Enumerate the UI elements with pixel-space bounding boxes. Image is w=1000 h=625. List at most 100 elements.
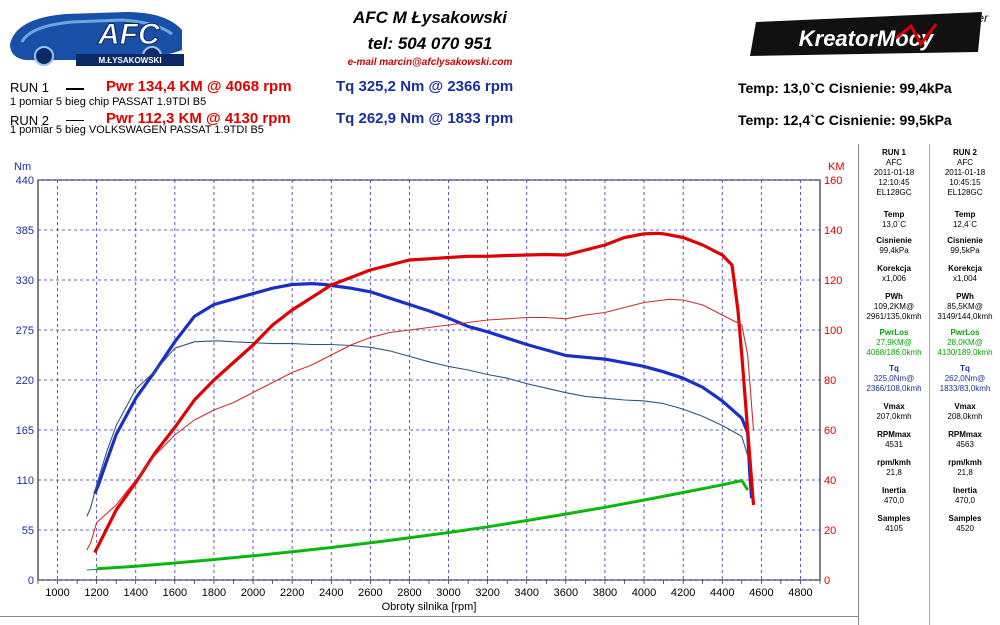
detail-tq: 325,0Nm@ [873,374,915,383]
x-tick-label: 3800 [593,587,617,599]
x-tick-label: 2600 [358,587,382,599]
company-phone: tel: 504 070 951 [367,34,493,53]
detail-temp-label: Temp [954,210,976,219]
detail-vmax-label: Vmax [954,402,976,411]
y-right-tick-label: 120 [824,275,842,287]
loss-run1-line [96,479,749,571]
run1-conditions: Temp: 13,0`C Cisnienie: 99,4kPa [738,80,952,96]
run2-conditions: Temp: 12,4`C Cisnienie: 99,5kPa [738,112,952,128]
x-tick-label: 1600 [163,587,187,599]
y-right-tick-label: 40 [824,475,836,487]
logo-subtext: M.ŁYSAKOWSKI [98,56,161,65]
torque-run1-line [93,282,754,499]
y-left-tick-label: 110 [16,475,34,487]
logo-text: AFC [97,18,161,51]
run2-pwr: Pwr 112,3 KM @ 4130 rpm [106,110,291,127]
detail-rpmmax: 4531 [885,440,903,449]
detail-rpmmax-label: RPMmax [877,430,911,439]
y-left-tick-label: 220 [16,375,34,387]
detail-operator: AFC [886,158,902,167]
bottom-rule [0,616,858,617]
power-run2-line [86,298,755,551]
y-left-tick-label: 275 [16,325,34,337]
y-left-tick-label: 330 [16,275,34,287]
detail-tq-label: Tq [960,364,970,373]
detail-pwrlos-at: 4130/189,0kmh [937,348,993,357]
y-axis-label-left: Nm [14,161,31,173]
company-name: AFC M Łysakowski [353,8,507,27]
x-tick-label: 4200 [671,587,695,599]
detail-rpmkmh: 21,8 [886,468,902,477]
run2-desc: 1 pomiar 5 bieg VOLKSWAGEN PASSAT 1.9TDI… [10,124,264,136]
detail-cisn-label: Cisnienie [876,236,912,245]
y-left-tick-label: 0 [28,575,34,587]
detail-run: RUN 2 [952,148,977,157]
run1-desc: 1 pomiar 5 bieg chip PASSAT 1.9TDI B5 [10,96,207,108]
detail-rpmkmh-label: rpm/kmh [948,458,982,467]
x-tick-label: 3400 [515,587,539,599]
x-tick-label: 3200 [475,587,499,599]
x-tick-label: 2200 [280,587,304,599]
detail-kor: x1,004 [952,274,978,283]
loss-run2-line [86,480,749,571]
detail-inertia: 470,0 [883,496,905,505]
detail-pwrlos: 28,0KM@ [947,338,983,347]
detail-inertia-label: Inertia [952,486,977,495]
detail-vmax: 207,0kmh [876,412,912,421]
afc-logo: AFC M.ŁYSAKOWSKI [6,4,190,70]
detail-date: 2011-01-18 [873,168,915,177]
y-left-tick-label: 385 [16,225,34,237]
detail-pwh-label: PWh [885,292,903,301]
detail-pwrlos-label: PwrLos [950,328,980,337]
x-tick-label: 4800 [788,587,812,599]
company-email: e-mail marcin@afclysakowski.com [347,57,513,68]
detail-cisn: 99,4kPa [879,246,909,255]
x-tick-label: 4000 [632,587,656,599]
y-axis-label-right: KM [828,161,845,173]
y-right-tick-label: 140 [824,225,842,237]
partner-logo: KreatorMocy partner [746,8,992,58]
dyno-chart: 1000 1200 1400 1600 1800 2000 2200 2400 2600 2800… [14,161,845,613]
detail-temp: 13,0`C [881,220,906,229]
y-left-tick-label: 165 [16,425,34,437]
detail-temp: 12,4`C [952,220,977,229]
x-tick-label: 3000 [436,587,460,599]
y-left-tick-label: 440 [16,175,34,187]
detail-tq-at: 2366/108,0kmh [866,384,922,393]
x-tick-label: 1400 [124,587,148,599]
run2-details: RUN 2 AFC 2011-01-18 10:45:15 EL128GC Te… [930,144,1000,625]
partner-label: partner [949,11,989,25]
detail-tq-at: 1833/83,0kmh [939,384,991,393]
run1-pwr: Pwr 134,4 KM @ 4068 rpm [106,78,292,95]
x-tick-label: 4600 [749,587,773,599]
detail-inertia-label: Inertia [881,486,906,495]
detail-cisn: 99,5kPa [950,246,980,255]
detail-pwrlos-at: 4068/186,0kmh [866,348,922,357]
detail-samples-label: Samples [948,514,982,523]
y-right-tick-label: 60 [824,425,836,437]
detail-vmax-label: Vmax [883,402,905,411]
x-tick-label: 2400 [319,587,343,599]
x-tick-label: 2000 [241,587,265,599]
detail-time: 10:45:15 [949,178,981,187]
run2-label: RUN 2 [10,113,50,128]
x-tick-label: 4400 [710,587,734,599]
detail-rpmmax-label: RPMmax [948,430,982,439]
detail-kor-label: Korekcja [877,264,911,273]
detail-pwh-at: 3149/144,0kmh [937,312,993,321]
detail-cisn-label: Cisnienie [947,236,983,245]
detail-date: 2011-01-18 [944,168,986,177]
detail-samples-label: Samples [877,514,911,523]
detail-rpmkmh: 21,8 [957,468,973,477]
detail-pwh: 85,5KM@ [947,302,983,311]
detail-pwh-label: PWh [956,292,974,301]
run2-tq: Tq 262,9 Nm @ 1833 rpm [336,110,514,127]
detail-vmax: 208,0kmh [947,412,983,421]
x-axis-label: Obroty silnika [rpm] [382,601,477,613]
detail-temp-label: Temp [883,210,905,219]
run1-label: RUN 1 [10,80,50,95]
x-tick-label: 1200 [84,587,108,599]
detail-pwh: 109,2KM@ [873,302,915,311]
detail-rpmmax: 4563 [956,440,974,449]
detail-kor: x1,006 [881,274,907,283]
